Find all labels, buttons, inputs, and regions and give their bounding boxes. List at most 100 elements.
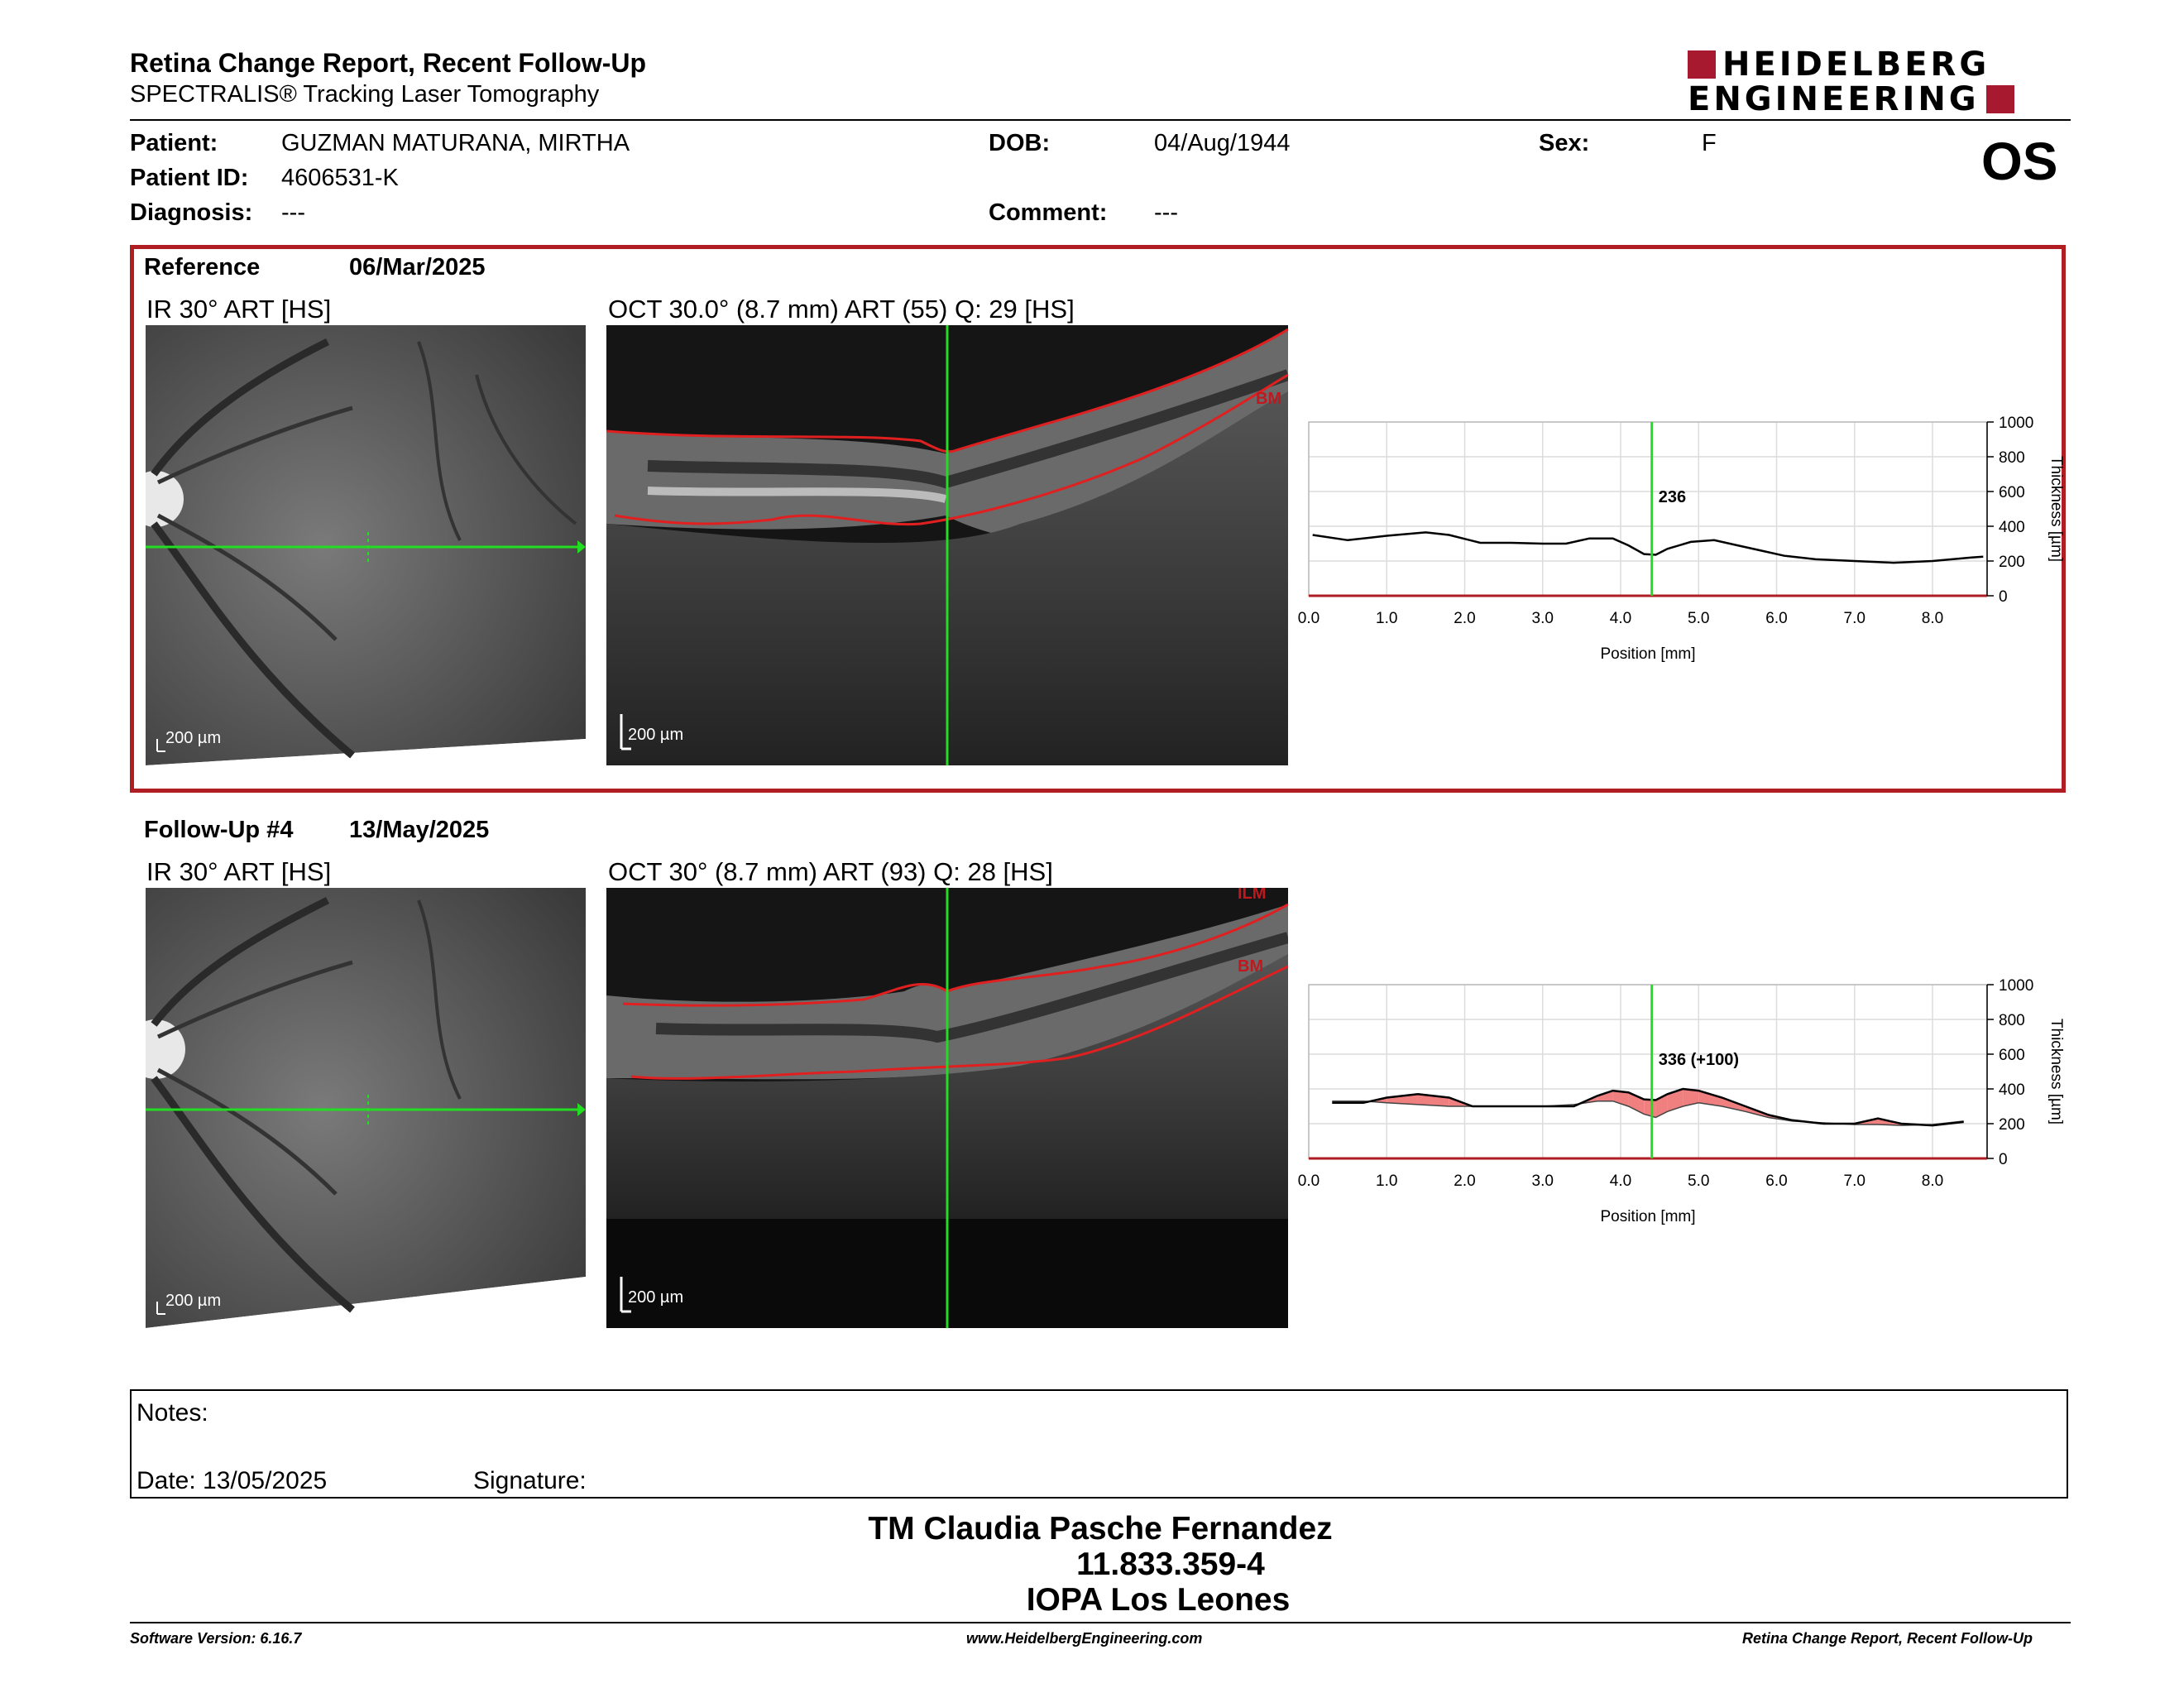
notes-box: Notes: Date: 13/05/2025 Signature:	[130, 1389, 2068, 1499]
y-tick-label: 600	[1999, 1047, 2025, 1064]
x-tick-label: 4.0	[1610, 610, 1631, 627]
reference-date: 06/Mar/2025	[349, 254, 486, 281]
y-tick-label: 0	[1999, 588, 2008, 606]
x-tick-label: 2.0	[1454, 1172, 1475, 1190]
y-tick-label: 1000	[1999, 415, 2033, 432]
plot-frame	[1308, 984, 1988, 1159]
x-tick-label: 7.0	[1844, 1172, 1866, 1190]
signer-institution: IOPA Los Leones	[1026, 1582, 1291, 1618]
x-tick-label: 4.0	[1610, 1172, 1631, 1190]
y-tick-label: 400	[1999, 519, 2025, 536]
x-tick-label: 2.0	[1454, 610, 1475, 627]
x-tick-label: 5.0	[1688, 1172, 1709, 1190]
x-tick-label: 8.0	[1922, 1172, 1943, 1190]
logo-square-icon	[1688, 50, 1716, 79]
followup-oct-image: ILM BM 200 µm	[606, 888, 1288, 1328]
reference-bm-label: BM	[1256, 390, 1282, 408]
followup-ir-scale: 200 µm	[165, 1292, 222, 1310]
y-tick-label: 800	[1999, 449, 2025, 467]
reference-thickness-chart: 0 200 400 600 800 1000 0.0 1.0 2.0 3.0 4.0 5.0 6.0 7.…	[1298, 415, 2065, 663]
footer-report-name: Retina Change Report, Recent Follow-Up	[1742, 1630, 2033, 1647]
diagnosis-value: ---	[281, 199, 305, 226]
x-tick-label: 3.0	[1532, 610, 1554, 627]
patient-name: GUZMAN MATURANA, MIRTHA	[281, 130, 630, 156]
x-axis-label: Position [mm]	[1600, 645, 1695, 663]
reference-ir-title: IR 30° ART [HS]	[146, 295, 332, 324]
signer-name: TM Claudia Pasche Fernandez	[868, 1511, 1333, 1547]
logo-square-icon	[1985, 85, 2014, 113]
fundus-svg	[126, 888, 586, 1328]
reference-oct-title: OCT 30.0° (8.7 mm) ART (55) Q: 29 [HS]	[608, 295, 1075, 324]
followup-bm-label: BM	[1238, 957, 1264, 976]
dob-value: 04/Aug/1944	[1154, 130, 1291, 156]
footer-website[interactable]: www.HeidelbergEngineering.com	[966, 1630, 1203, 1647]
reference-ir-scale: 200 µm	[165, 729, 222, 747]
followup-label: Follow-Up #4	[144, 817, 294, 843]
followup-oct-title: OCT 30° (8.7 mm) ART (93) Q: 28 [HS]	[608, 857, 1053, 886]
scan-arrow-icon	[577, 540, 586, 554]
x-tick-label: 1.0	[1376, 610, 1397, 627]
x-tick-label: 8.0	[1922, 610, 1943, 627]
sex-label: Sex:	[1539, 130, 1590, 156]
followup-date: 13/May/2025	[349, 817, 490, 843]
fundus-svg	[127, 325, 586, 765]
reference-oct-image: BM 200 µm	[606, 325, 1288, 765]
patient-label: Patient:	[130, 130, 218, 156]
logo-heidelberg: HEIDELBERG	[1688, 48, 1990, 81]
reference-label: Reference	[144, 254, 261, 281]
thickness-line	[1332, 1087, 1964, 1127]
x-axis-label: Position [mm]	[1600, 1208, 1695, 1225]
thickness-increase-area	[1698, 1091, 1722, 1106]
reference-frame	[130, 245, 2066, 793]
oct-svg	[606, 888, 1288, 1328]
cursor-value-label: 236	[1659, 488, 1686, 506]
report-subtitle: SPECTRALIS® Tracking Laser Tomography	[130, 81, 600, 108]
y-tick-label: 0	[1999, 1151, 2008, 1168]
thickness-line	[1312, 531, 1984, 564]
x-tick-label: 1.0	[1376, 1172, 1397, 1190]
thickness-increase-area	[1612, 1091, 1629, 1106]
followup-ir-image: 200 µm	[126, 888, 586, 1332]
comment-value: ---	[1154, 199, 1178, 226]
thickness-increase-area	[1683, 1089, 1699, 1106]
logo-engineering: ENGINEERING	[1688, 83, 2014, 116]
scan-arrow-icon	[577, 1103, 586, 1116]
report-title: Retina Change Report, Recent Follow-Up	[130, 48, 647, 78]
sex-value: F	[1702, 130, 1717, 156]
y-tick-label: 200	[1999, 554, 2025, 571]
x-tick-label: 3.0	[1532, 1172, 1554, 1190]
notes-label: Notes:	[136, 1399, 208, 1427]
y-tick-label: 1000	[1999, 977, 2033, 995]
reference-ir-image: 200 µm	[127, 325, 586, 765]
x-tick-label: 0.0	[1298, 610, 1320, 627]
bm-line	[614, 373, 1288, 526]
signature-label: Signature:	[473, 1467, 587, 1494]
x-tick-label: 5.0	[1688, 610, 1709, 627]
footer-rule	[130, 1622, 2071, 1623]
x-tick-label: 6.0	[1765, 1172, 1787, 1190]
signer-id: 11.833.359-4	[1076, 1547, 1265, 1582]
followup-oct-scale: 200 µm	[628, 1288, 684, 1307]
y-axis-label: Thickness [µm]	[2048, 1019, 2065, 1125]
logo-line1: HEIDELBERG	[1722, 46, 1990, 84]
bm-line	[630, 965, 1288, 1080]
patient-id-label: Patient ID:	[130, 165, 249, 191]
notes-date: Date: 13/05/2025	[136, 1467, 328, 1494]
thickness-increase-area	[1722, 1097, 1746, 1112]
y-tick-label: 600	[1999, 484, 2025, 501]
y-tick-label: 200	[1999, 1116, 2025, 1134]
oct-svg	[606, 325, 1288, 765]
comment-label: Comment:	[989, 199, 1108, 226]
logo-line2: ENGINEERING	[1688, 80, 1980, 118]
plot-frame	[1308, 421, 1988, 597]
dob-label: DOB:	[989, 130, 1051, 156]
eye-indicator: OS	[1981, 132, 2058, 191]
thickness-increase-area	[1667, 1089, 1684, 1112]
diagnosis-label: Diagnosis:	[130, 199, 253, 226]
y-tick-label: 800	[1999, 1012, 2025, 1029]
reference-oct-scale: 200 µm	[628, 726, 684, 744]
y-axis-label: Thickness [µm]	[2048, 456, 2065, 562]
ilm-line	[606, 328, 1288, 453]
x-tick-label: 0.0	[1298, 1172, 1320, 1190]
cursor-value-label: 336 (+100)	[1659, 1051, 1739, 1069]
